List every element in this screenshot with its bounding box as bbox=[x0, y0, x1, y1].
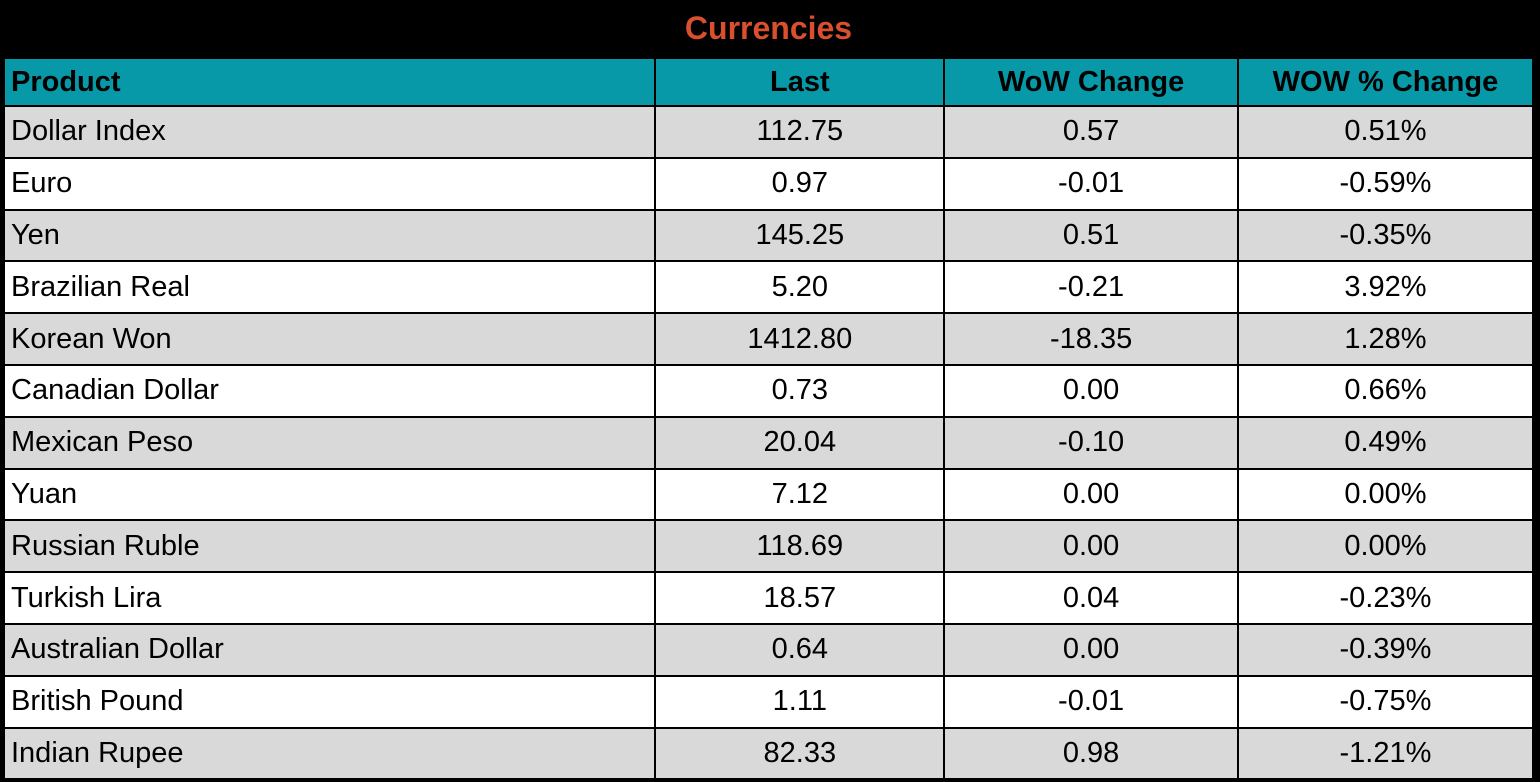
table-row: Mexican Peso 20.04 -0.10 0.49% bbox=[2, 415, 1535, 470]
table-row: Euro 0.97 -0.01 -0.59% bbox=[2, 156, 1535, 211]
cell-product: Euro bbox=[2, 156, 657, 211]
cell-wow-pct-change: -0.23% bbox=[1236, 571, 1535, 625]
cell-wow-change: 0.00 bbox=[943, 519, 1239, 574]
cell-wow-change: -0.21 bbox=[943, 260, 1239, 315]
cell-last: 7.12 bbox=[654, 467, 946, 522]
table-title-bar: Currencies bbox=[3, 0, 1534, 57]
cell-wow-pct-change: -0.75% bbox=[1236, 674, 1535, 729]
cell-product: Russian Ruble bbox=[2, 519, 657, 574]
cell-wow-pct-change: 0.00% bbox=[1236, 467, 1535, 522]
table-row: British Pound 1.11 -0.01 -0.75% bbox=[2, 674, 1535, 729]
cell-wow-change: 0.00 bbox=[943, 467, 1239, 522]
cell-wow-pct-change: 1.28% bbox=[1236, 312, 1535, 366]
cell-wow-change: 0.00 bbox=[943, 622, 1239, 677]
table-body: Dollar Index 112.75 0.57 0.51% Euro 0.97 -0.01… bbox=[2, 105, 1535, 781]
cell-product: Dollar Index bbox=[2, 105, 657, 159]
cell-wow-pct-change: -0.35% bbox=[1236, 208, 1535, 263]
cell-product: Turkish Lira bbox=[2, 571, 657, 625]
cell-product: Indian Rupee bbox=[2, 726, 657, 781]
cell-wow-change: -0.01 bbox=[943, 156, 1239, 211]
table-title: Currencies bbox=[684, 10, 853, 46]
table-row: Russian Ruble 118.69 0.00 0.00% bbox=[2, 519, 1535, 574]
table-row: Dollar Index 112.75 0.57 0.51% bbox=[2, 105, 1535, 159]
cell-wow-change: -0.01 bbox=[943, 674, 1239, 729]
cell-wow-pct-change: -0.39% bbox=[1236, 622, 1535, 677]
cell-wow-pct-change: 0.00% bbox=[1236, 519, 1535, 574]
cell-wow-pct-change: 0.51% bbox=[1236, 105, 1535, 159]
cell-last: 1412.80 bbox=[654, 312, 946, 366]
cell-wow-change: -0.10 bbox=[943, 415, 1239, 470]
cell-wow-pct-change: 3.92% bbox=[1236, 260, 1535, 315]
cell-product: British Pound bbox=[2, 674, 657, 729]
cell-wow-change: 0.98 bbox=[943, 726, 1239, 781]
column-header-wow-pct-change: WOW % Change bbox=[1236, 57, 1535, 107]
cell-wow-change: 0.51 bbox=[943, 208, 1239, 263]
table-row: Brazilian Real 5.20 -0.21 3.92% bbox=[2, 260, 1535, 315]
cell-last: 0.97 bbox=[654, 156, 946, 211]
column-header-product: Product bbox=[2, 57, 657, 107]
cell-wow-change: 0.04 bbox=[943, 571, 1239, 625]
table-row: Indian Rupee 82.33 0.98 -1.21% bbox=[2, 726, 1535, 781]
cell-last: 118.69 bbox=[654, 519, 946, 574]
cell-product: Korean Won bbox=[2, 312, 657, 366]
table-row: Australian Dollar 0.64 0.00 -0.39% bbox=[2, 622, 1535, 677]
cell-last: 20.04 bbox=[654, 415, 946, 470]
cell-last: 0.73 bbox=[654, 363, 946, 418]
cell-last: 145.25 bbox=[654, 208, 946, 263]
cell-last: 1.11 bbox=[654, 674, 946, 729]
cell-wow-change: -18.35 bbox=[943, 312, 1239, 366]
cell-wow-pct-change: -0.59% bbox=[1236, 156, 1535, 211]
cell-product: Yen bbox=[2, 208, 657, 263]
cell-last: 82.33 bbox=[654, 726, 946, 781]
cell-wow-pct-change: 0.66% bbox=[1236, 363, 1535, 418]
cell-wow-change: 0.57 bbox=[943, 105, 1239, 159]
table-row: Yen 145.25 0.51 -0.35% bbox=[2, 208, 1535, 263]
cell-wow-pct-change: 0.49% bbox=[1236, 415, 1535, 470]
cell-last: 0.64 bbox=[654, 622, 946, 677]
cell-product: Australian Dollar bbox=[2, 622, 657, 677]
cell-product: Canadian Dollar bbox=[2, 363, 657, 418]
table-row: Yuan 7.12 0.00 0.00% bbox=[2, 467, 1535, 522]
cell-product: Mexican Peso bbox=[2, 415, 657, 470]
cell-product: Brazilian Real bbox=[2, 260, 657, 315]
table-row: Canadian Dollar 0.73 0.00 0.66% bbox=[2, 363, 1535, 418]
cell-last: 18.57 bbox=[654, 571, 946, 625]
column-header-last: Last bbox=[654, 57, 946, 107]
cell-wow-change: 0.00 bbox=[943, 363, 1239, 418]
table-row: Turkish Lira 18.57 0.04 -0.23% bbox=[2, 571, 1535, 625]
column-header-wow-change: WoW Change bbox=[943, 57, 1239, 107]
cell-last: 5.20 bbox=[654, 260, 946, 315]
cell-product: Yuan bbox=[2, 467, 657, 522]
currencies-data-table: Product Last WoW Change WOW % Change Dol… bbox=[2, 57, 1535, 781]
cell-last: 112.75 bbox=[654, 105, 946, 159]
table-row: Korean Won 1412.80 -18.35 1.28% bbox=[2, 312, 1535, 366]
header-row: Product Last WoW Change WOW % Change bbox=[2, 57, 1535, 107]
cell-wow-pct-change: -1.21% bbox=[1236, 726, 1535, 781]
